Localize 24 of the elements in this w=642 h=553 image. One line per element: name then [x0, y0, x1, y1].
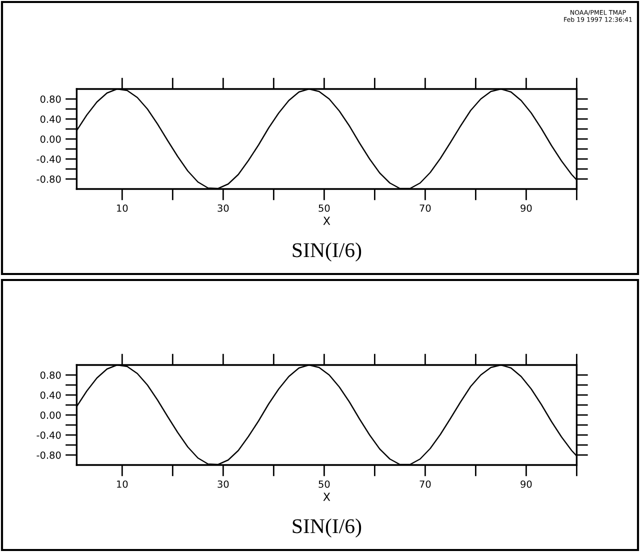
x-tick-label: 90	[520, 480, 532, 488]
x-tick-label: 10	[117, 204, 128, 212]
y-tick-label: -0.80	[36, 175, 61, 183]
y-tick-label: 0.80	[40, 371, 61, 379]
x-axis-title: X	[323, 216, 330, 225]
x-tick-label: 10	[117, 480, 128, 488]
x-tick-label: 30	[218, 204, 229, 212]
x-tick-label: 30	[218, 480, 229, 488]
x-axis-title: X	[323, 492, 330, 501]
y-tick-label: 0.40	[40, 115, 61, 123]
y-tick-label: 0.00	[40, 411, 61, 419]
x-tick-label: 70	[420, 204, 431, 212]
x-tick-label: 70	[420, 480, 431, 488]
text: SIN(I/6)	[292, 518, 362, 538]
y-tick-label: -0.40	[36, 155, 61, 163]
y-tick-label: 0.80	[40, 95, 61, 103]
text: SIN(I/6)	[292, 242, 362, 262]
y-tick-label: -0.40	[36, 431, 61, 439]
x-tick-label: 50	[318, 480, 330, 488]
x-tick-label: 50	[318, 204, 330, 212]
y-tick-label: 0.40	[40, 391, 61, 399]
y-tick-label: 0.00	[40, 135, 61, 143]
x-tick-label: 90	[520, 204, 532, 212]
y-tick-label: -0.80	[36, 451, 61, 459]
